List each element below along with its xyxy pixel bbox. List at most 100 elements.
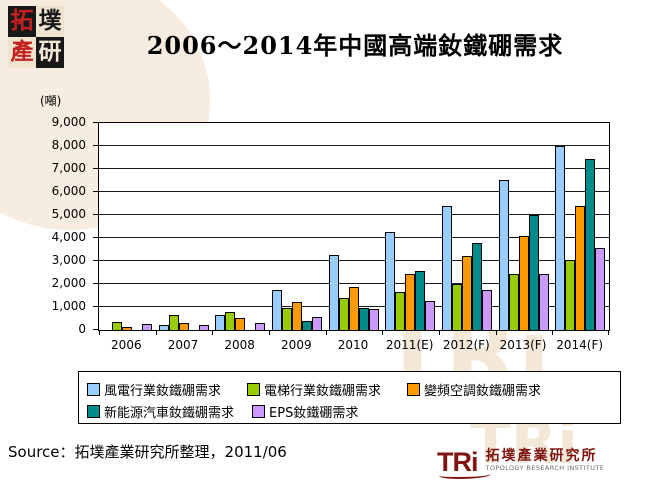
gridline <box>99 283 609 284</box>
bar-2007-series0 <box>158 325 169 330</box>
legend-swatch-icon <box>87 404 100 418</box>
legend-row-2: 新能源汽車釹鐵硼需求 EPS釹鐵硼需求 <box>87 400 620 422</box>
bar-2013(F)-series0 <box>498 180 509 330</box>
bar-2012(F)-series4 <box>482 290 492 330</box>
bar-2011(E)-series4 <box>425 301 436 330</box>
x-axis: 2006 2007 2008 2009 2010 2011(E) 2012(F) 2013(F… <box>98 338 608 354</box>
legend-swatch-icon <box>87 382 100 396</box>
legend-label: EPS釹鐵硼需求 <box>269 405 359 421</box>
legend-item: 電梯行業釹鐵硼需求 <box>247 380 381 399</box>
logo-char: 拓 <box>8 6 36 37</box>
bar-2006-series4 <box>142 324 152 330</box>
x-axis-label: 2007 <box>167 338 199 352</box>
gridline <box>99 214 609 215</box>
x-axis-label: 2006 <box>111 338 142 352</box>
bar-2009-series0 <box>272 290 282 330</box>
gridline <box>99 168 609 169</box>
x-axis-tick <box>99 330 100 335</box>
y-axis-tick <box>93 306 98 307</box>
y-axis-unit-label: (噸) <box>40 94 62 108</box>
gridline <box>99 237 609 238</box>
bar-2008-series1 <box>225 312 236 330</box>
legend-item: 風電行業釹鐵硼需求 <box>87 380 221 399</box>
y-axis-tick-label: 3,000 <box>51 253 86 267</box>
y-axis-tick-label: 8,000 <box>51 138 86 152</box>
x-axis-tick <box>552 330 554 335</box>
x-axis-label: 2013(F) <box>499 338 547 352</box>
y-axis-tick-label: 5,000 <box>51 207 86 221</box>
logo-char: 產 <box>8 37 36 68</box>
x-axis-tick <box>608 330 609 335</box>
bar-2010-series4 <box>368 309 379 330</box>
x-axis-tick <box>495 330 497 335</box>
bar-2007-series1 <box>168 315 179 330</box>
y-axis-tick-label: 7,000 <box>51 161 86 175</box>
x-axis-label: 2011(E) <box>385 338 434 352</box>
bar-2010-series2 <box>348 287 359 330</box>
bar-2007-series2 <box>178 323 189 330</box>
legend-row-1: 風電行業釹鐵硼需求 電梯行業釹鐵硼需求 變頻空調釹鐵硼需求 <box>87 378 620 400</box>
tri-footer-logo: TRi 拓墣產業研究所 TOPOLOGY RESEARCH INSTITUTE <box>437 448 605 479</box>
x-axis-label: 2012(F) <box>442 338 490 352</box>
bar-2014(F)-series4 <box>595 248 606 330</box>
legend-swatch-icon <box>247 382 261 396</box>
bar-2012(F)-series1 <box>452 284 462 330</box>
bar-2006-series2 <box>122 327 132 330</box>
bar-2009-series3 <box>302 321 312 330</box>
bar-2009-series2 <box>292 302 302 330</box>
bar-2012(F)-series3 <box>472 243 482 330</box>
x-axis-label: 2009 <box>281 338 312 352</box>
bar-2008-series0 <box>215 315 226 330</box>
x-axis-tick <box>439 330 440 335</box>
bar-2008-series4 <box>255 323 266 330</box>
x-axis-label: 2014(F) <box>556 338 604 352</box>
plot-area <box>98 122 610 335</box>
y-axis-tick-label: 6,000 <box>51 184 86 198</box>
bar-2006-series1 <box>112 322 122 330</box>
legend-label: 變頻空調釹鐵硼需求 <box>424 383 542 399</box>
y-axis-tick-label: 0 <box>78 322 86 336</box>
bar-2011(E)-series1 <box>395 292 406 330</box>
y-axis-tick <box>93 260 98 261</box>
x-axis-tick <box>155 330 157 335</box>
y-axis-tick-label: 4,000 <box>51 230 86 244</box>
x-axis-tick <box>212 330 214 335</box>
x-axis-label: 2008 <box>224 338 255 352</box>
y-axis-tick-label: 2,000 <box>51 276 86 290</box>
y-axis-tick-label: 1,000 <box>51 299 86 313</box>
bar-2007-series4 <box>198 325 209 330</box>
legend-label: 新能源汽車釹鐵硼需求 <box>104 405 235 421</box>
bar-2010-series0 <box>328 255 339 330</box>
bar-2009-series4 <box>312 317 322 330</box>
y-axis-tick <box>93 329 98 330</box>
x-axis-tick <box>325 330 327 335</box>
bar-2011(E)-series0 <box>385 232 396 330</box>
bar-2013(F)-series1 <box>508 274 519 330</box>
y-axis: 0 1,000 2,000 3,000 4,000 5,000 6,000 7,000 8,00… <box>0 115 98 336</box>
legend-label: 電梯行業釹鐵硼需求 <box>264 383 382 399</box>
x-axis-tick <box>269 330 270 335</box>
bar-2012(F)-series2 <box>462 256 472 330</box>
legend-item: 變頻空調釹鐵硼需求 <box>407 380 541 399</box>
logo-char: 研 <box>36 37 64 68</box>
tri-name-chinese: 拓墣產業研究所 <box>485 448 598 464</box>
bar-2013(F)-series2 <box>518 236 529 330</box>
logo-char: 墣 <box>36 6 64 37</box>
bar-2014(F)-series1 <box>565 260 576 330</box>
source-note: Source：拓墣產業研究所整理，2011/06 <box>8 443 287 461</box>
legend-swatch-icon <box>407 382 421 396</box>
legend-swatch-icon <box>252 404 266 418</box>
tri-logo-text: 拓墣產業研究所 TOPOLOGY RESEARCH INSTITUTE <box>485 448 605 473</box>
bar-2011(E)-series2 <box>405 274 416 330</box>
bar-2008-series2 <box>235 318 246 330</box>
bar-2009-series1 <box>282 308 292 330</box>
y-axis-tick <box>93 237 98 238</box>
gridline <box>99 145 609 146</box>
y-axis-tick <box>93 283 98 284</box>
bar-2014(F)-series0 <box>555 146 566 330</box>
y-axis-tick-label: 9,000 <box>51 115 86 129</box>
bar-2013(F)-series4 <box>538 274 549 330</box>
bar-2010-series1 <box>338 298 349 330</box>
tri-name-english: TOPOLOGY RESEARCH INSTITUTE <box>485 464 605 472</box>
x-axis-tick <box>382 330 384 335</box>
